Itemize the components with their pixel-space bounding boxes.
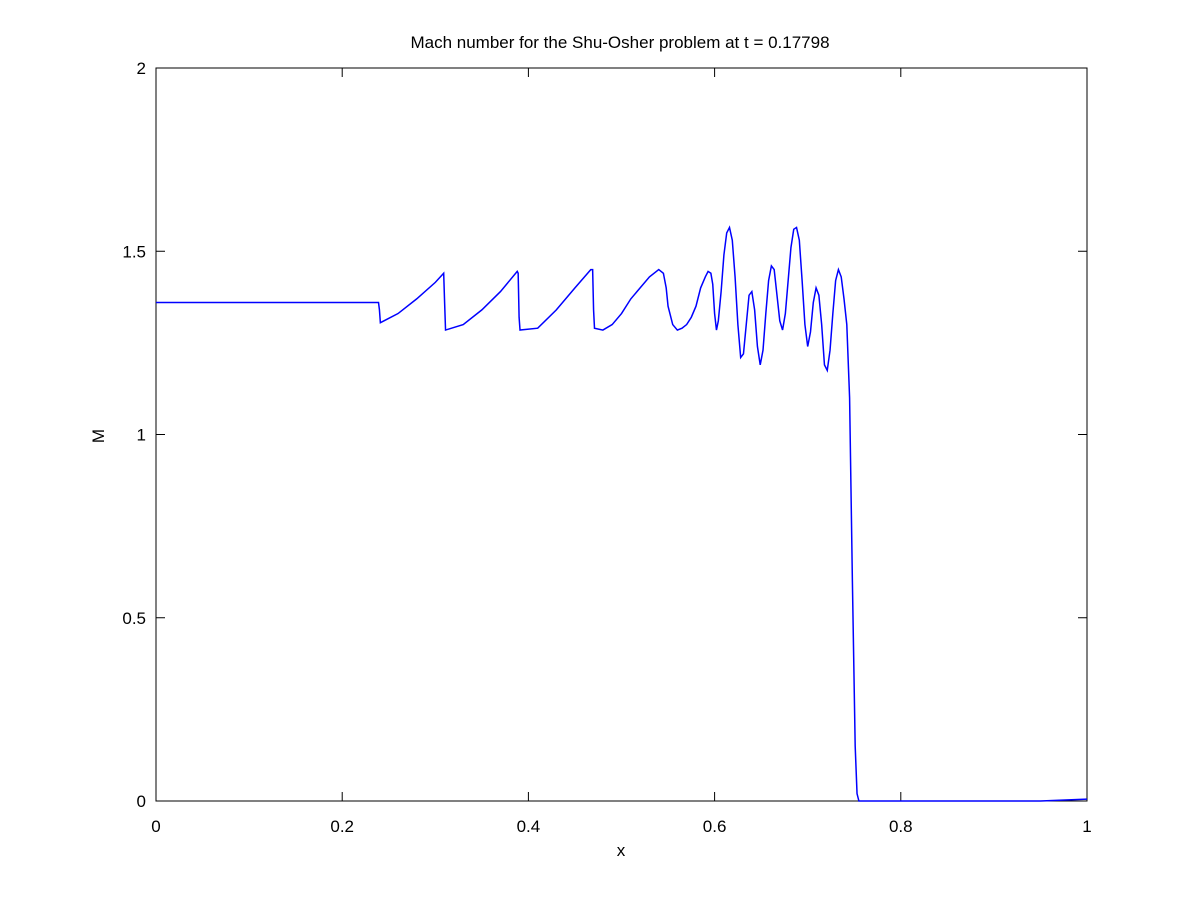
x-axis-label: x	[617, 841, 626, 860]
x-tick-label: 0.6	[703, 817, 727, 836]
y-tick-label: 0.5	[122, 609, 146, 628]
y-tick-label: 1.5	[122, 242, 146, 261]
x-tick-labels: 0 0.2 0.4 0.6 0.8 1	[151, 817, 1091, 836]
x-tick-label: 0.4	[517, 817, 541, 836]
plot-frame	[155, 67, 1088, 802]
y-tick-labels: 0 0.5 1 1.5 2	[122, 59, 146, 811]
y-axis-label: M	[89, 429, 108, 443]
series-line	[156, 225, 1088, 802]
chart-title: Mach number for the Shu-Osher problem at…	[410, 33, 829, 52]
x-tick-label: 0	[151, 817, 160, 836]
x-tick-label: 0.2	[330, 817, 354, 836]
axis-ticks	[155, 67, 1088, 802]
x-tick-label: 1	[1082, 817, 1091, 836]
y-tick-label: 0	[137, 792, 146, 811]
y-tick-label: 2	[137, 59, 146, 78]
y-tick-label: 1	[137, 426, 146, 445]
x-tick-label: 0.8	[889, 817, 913, 836]
